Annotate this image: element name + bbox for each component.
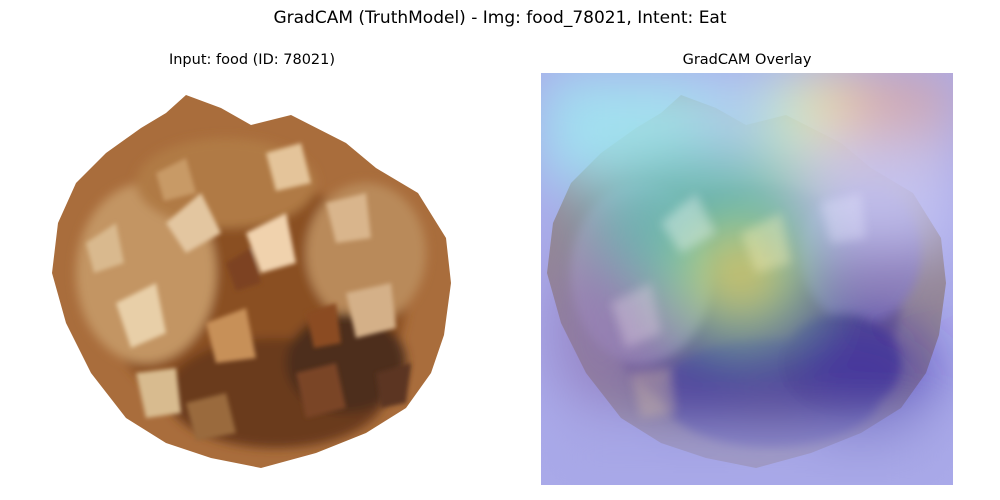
pineapple-photo xyxy=(46,73,458,485)
input-image xyxy=(46,73,458,485)
figure-title: GradCAM (TruthModel) - Img: food_78021, … xyxy=(273,8,727,28)
overlay-image-title: GradCAM Overlay xyxy=(682,52,812,68)
input-image-title: Input: food (ID: 78021) xyxy=(168,52,336,68)
gradcam-overlay-image xyxy=(541,73,953,485)
gradcam-heatmap xyxy=(541,73,953,485)
